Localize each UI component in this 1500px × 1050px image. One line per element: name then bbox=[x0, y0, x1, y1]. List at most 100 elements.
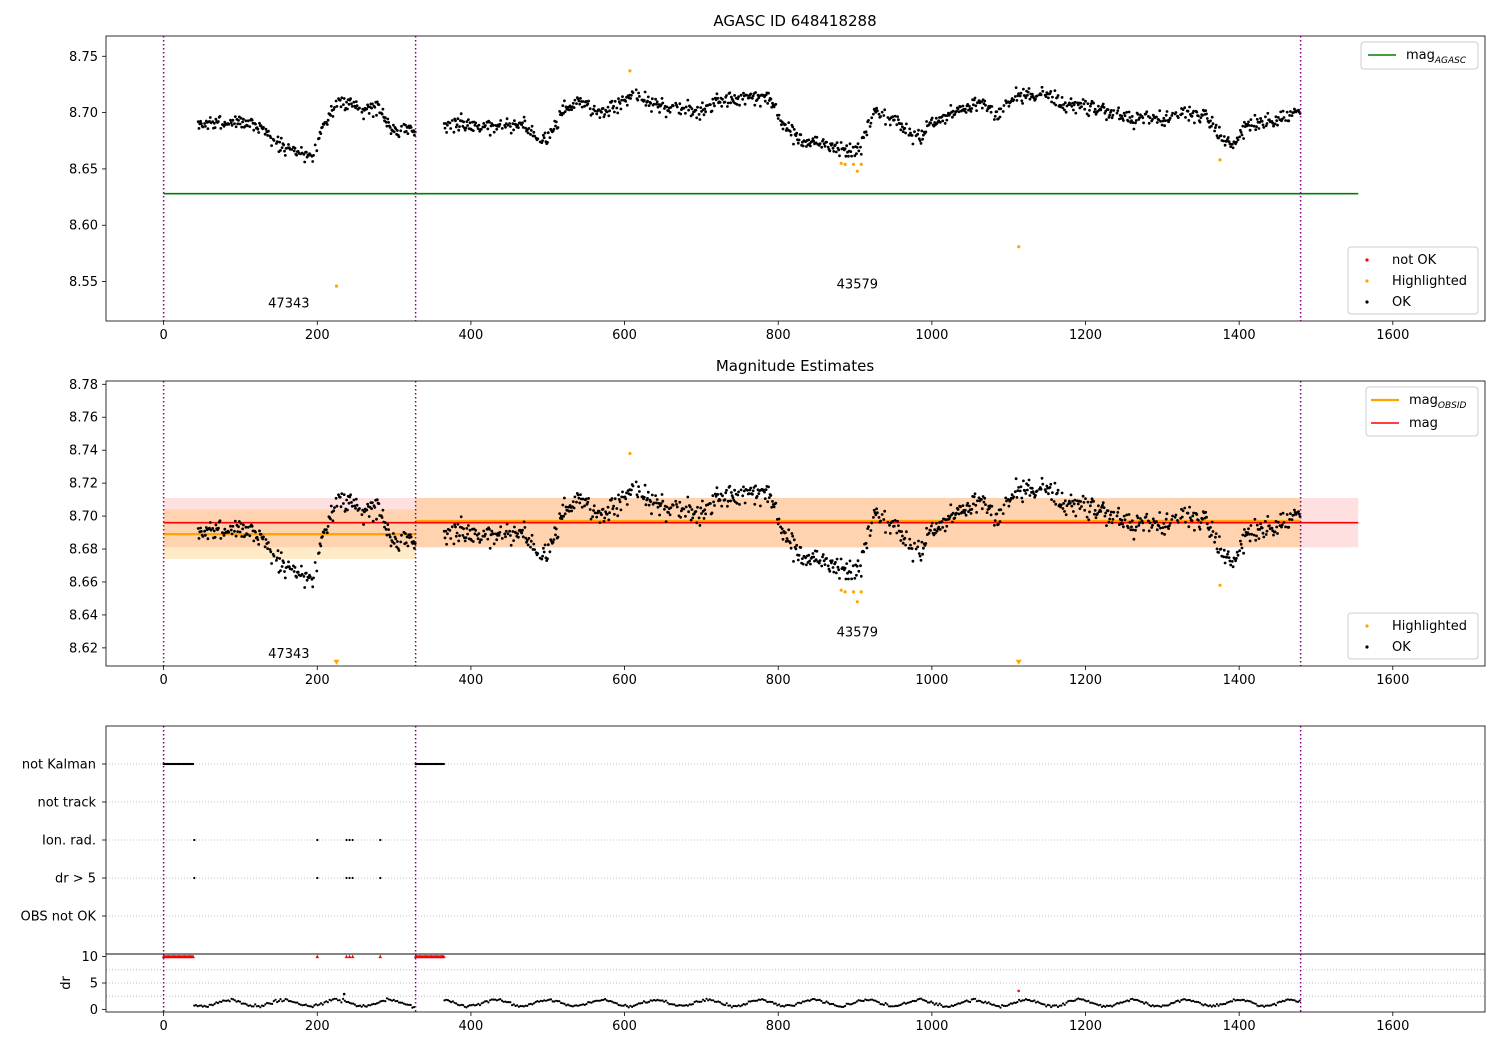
data-point bbox=[993, 118, 996, 121]
data-point bbox=[199, 119, 203, 123]
data-point bbox=[492, 542, 496, 546]
dr-point bbox=[1242, 998, 1245, 1002]
data-point bbox=[1106, 509, 1110, 513]
data-point bbox=[650, 110, 653, 113]
data-point bbox=[492, 123, 495, 127]
data-point bbox=[258, 121, 261, 125]
dr-point bbox=[1183, 998, 1186, 1001]
legend-highlighted-marker bbox=[1365, 279, 1369, 283]
data-point bbox=[556, 535, 560, 539]
data-point bbox=[980, 507, 984, 511]
data-point bbox=[1131, 528, 1135, 532]
dr-point bbox=[960, 1001, 963, 1004]
data-point bbox=[1099, 510, 1103, 513]
data-point bbox=[248, 534, 252, 538]
data-point bbox=[753, 502, 757, 506]
data-point bbox=[661, 101, 665, 105]
data-point bbox=[1093, 110, 1096, 114]
data-point bbox=[525, 538, 529, 542]
data-point bbox=[801, 557, 804, 560]
dr-point bbox=[1280, 1000, 1283, 1004]
dr-point bbox=[271, 1002, 274, 1006]
dr-point bbox=[473, 1004, 476, 1007]
data-point bbox=[741, 494, 745, 498]
data-point bbox=[980, 498, 983, 501]
dr-point bbox=[994, 1004, 997, 1007]
data-point bbox=[400, 533, 403, 537]
data-point bbox=[583, 504, 586, 508]
data-point bbox=[371, 115, 375, 118]
dr-point bbox=[970, 998, 973, 1001]
data-point bbox=[413, 546, 416, 550]
data-point bbox=[730, 494, 734, 497]
dr-point bbox=[965, 999, 968, 1002]
x-tick-label: 1400 bbox=[1223, 1019, 1256, 1034]
data-point bbox=[283, 154, 287, 157]
data-point bbox=[1072, 103, 1076, 107]
data-point bbox=[857, 569, 861, 573]
dr-point bbox=[793, 1004, 796, 1008]
data-point bbox=[497, 533, 501, 537]
data-point bbox=[1144, 515, 1148, 519]
dr-point bbox=[984, 1000, 987, 1003]
data-point bbox=[256, 538, 260, 541]
dr-point bbox=[250, 1005, 253, 1008]
data-point bbox=[404, 532, 407, 535]
data-point bbox=[850, 154, 853, 158]
dr-point bbox=[975, 1000, 979, 1003]
dr-point bbox=[663, 1000, 666, 1003]
dr-point bbox=[587, 1001, 590, 1004]
data-point bbox=[1151, 523, 1154, 527]
data-point bbox=[361, 508, 365, 512]
data-point bbox=[669, 106, 673, 109]
data-point bbox=[724, 491, 728, 495]
dr-point bbox=[899, 1003, 902, 1007]
data-point bbox=[674, 499, 678, 503]
data-point bbox=[859, 145, 862, 149]
data-point bbox=[317, 136, 321, 140]
dr-point bbox=[526, 1004, 529, 1008]
data-point bbox=[1226, 552, 1229, 556]
data-point bbox=[1204, 109, 1208, 112]
x-tick-label: 800 bbox=[766, 673, 791, 688]
data-point bbox=[1205, 112, 1208, 116]
data-point bbox=[1145, 512, 1149, 516]
data-point bbox=[925, 120, 928, 123]
data-point bbox=[1022, 87, 1025, 91]
data-point bbox=[753, 103, 757, 107]
data-point bbox=[592, 509, 595, 512]
dr-point bbox=[1099, 1003, 1102, 1006]
data-point bbox=[506, 532, 510, 536]
data-point bbox=[331, 519, 335, 523]
dr-point bbox=[1278, 1000, 1281, 1003]
data-point bbox=[957, 110, 961, 114]
dr-point bbox=[1204, 1003, 1207, 1006]
data-point bbox=[342, 502, 345, 505]
dr-point bbox=[478, 1004, 482, 1007]
data-point bbox=[508, 122, 511, 125]
dr-point bbox=[761, 998, 764, 1001]
data-point bbox=[409, 535, 413, 539]
data-point bbox=[850, 577, 853, 581]
data-point bbox=[1211, 122, 1215, 126]
data-point bbox=[618, 102, 622, 105]
data-point bbox=[477, 532, 481, 535]
dr-point bbox=[991, 1003, 994, 1006]
data-point bbox=[371, 501, 374, 504]
dr-point bbox=[942, 1005, 945, 1009]
dr-point bbox=[632, 1004, 635, 1008]
data-point bbox=[234, 125, 238, 129]
data-point bbox=[849, 571, 853, 574]
x-tick-label: 1600 bbox=[1376, 328, 1409, 343]
data-point bbox=[643, 483, 647, 487]
data-point bbox=[325, 121, 328, 124]
data-point bbox=[657, 502, 661, 505]
data-point bbox=[1072, 108, 1075, 112]
dr-point bbox=[879, 1003, 882, 1006]
data-point bbox=[1247, 527, 1250, 531]
dr-point bbox=[774, 1002, 777, 1005]
data-point bbox=[300, 564, 303, 568]
x-tick-label: 400 bbox=[459, 328, 484, 343]
data-point bbox=[504, 529, 508, 533]
data-point bbox=[523, 526, 527, 529]
